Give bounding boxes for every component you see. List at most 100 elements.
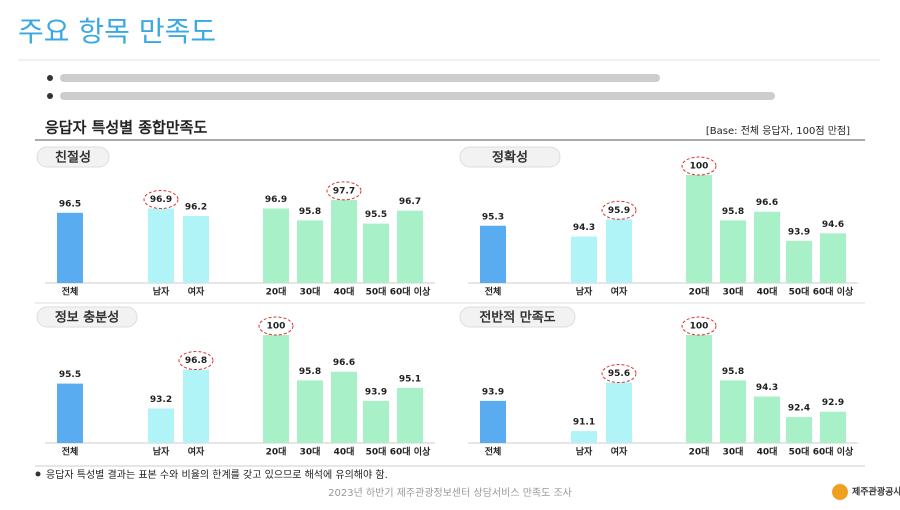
x-tick-label: 전체 bbox=[62, 286, 79, 298]
x-tick-label: 40대 bbox=[334, 446, 355, 458]
bar bbox=[363, 223, 389, 283]
chart-label: 정확성 bbox=[492, 150, 528, 166]
chart-label-box bbox=[459, 306, 576, 328]
value-label: 96.6 bbox=[756, 198, 778, 208]
value-label: 92.4 bbox=[788, 404, 810, 414]
x-tick-label: 전체 bbox=[485, 286, 502, 298]
highlight-circle bbox=[681, 156, 717, 176]
bar bbox=[786, 417, 812, 443]
highlight-circle bbox=[258, 316, 294, 336]
value-label: 96.7 bbox=[399, 197, 421, 207]
x-tick-label: 60대 이상 bbox=[813, 286, 854, 298]
value-label: 94.3 bbox=[573, 223, 595, 233]
x-tick-label: 60대 이상 bbox=[813, 446, 854, 458]
highlight-circle bbox=[326, 181, 362, 201]
x-tick-label: 60대 이상 bbox=[390, 286, 431, 298]
bar bbox=[720, 220, 746, 283]
value-label: 95.8 bbox=[722, 367, 744, 377]
x-tick-label: 40대 bbox=[757, 446, 778, 458]
x-tick-label: 60대 이상 bbox=[390, 446, 431, 458]
x-tick-label: 전체 bbox=[485, 446, 502, 458]
highlight-circle bbox=[143, 189, 179, 209]
x-tick-label: 20대 bbox=[266, 286, 287, 298]
bar bbox=[820, 411, 846, 443]
value-label: 93.9 bbox=[365, 387, 387, 397]
bar bbox=[480, 400, 506, 443]
x-tick-label: 여자 bbox=[611, 446, 628, 458]
value-label: 95.5 bbox=[59, 370, 81, 380]
bar bbox=[263, 208, 289, 283]
value-label: 93.2 bbox=[150, 395, 172, 405]
value-label: 100 bbox=[690, 322, 709, 332]
value-label: 91.1 bbox=[573, 418, 595, 428]
bullet bbox=[35, 471, 41, 477]
bar bbox=[820, 233, 846, 283]
x-tick-label: 50대 bbox=[366, 446, 387, 458]
chart-label-box bbox=[459, 146, 561, 168]
bar bbox=[148, 208, 174, 283]
value-label: 93.9 bbox=[788, 227, 810, 237]
bar bbox=[720, 380, 746, 443]
x-tick-label: 20대 bbox=[266, 446, 287, 458]
value-label: 95.5 bbox=[365, 210, 387, 220]
x-tick-label: 50대 bbox=[789, 286, 810, 298]
base-note: [Base: 전체 응답자, 100점 만점] bbox=[706, 125, 850, 137]
x-tick-label: 40대 bbox=[334, 286, 355, 298]
value-label: 96.8 bbox=[185, 356, 207, 366]
value-label: 95.1 bbox=[399, 374, 421, 384]
bar bbox=[263, 335, 289, 443]
bar bbox=[397, 387, 423, 443]
footnote: 응답자 특성별 결과는 표본 수와 비율의 한계를 갖고 있으므로 해석에 유의… bbox=[46, 468, 388, 481]
highlight-circle bbox=[178, 351, 214, 371]
bar bbox=[606, 219, 632, 283]
value-label: 95.8 bbox=[299, 367, 321, 377]
bar bbox=[606, 382, 632, 443]
x-tick-label: 30대 bbox=[723, 446, 744, 458]
footer: 2023년 하반기 제주관광정보센터 상담서비스 만족도 조사 bbox=[328, 486, 572, 499]
x-tick-label: 30대 bbox=[300, 286, 321, 298]
value-label: 94.6 bbox=[822, 220, 844, 230]
x-tick-label: 40대 bbox=[757, 286, 778, 298]
x-tick-label: 남자 bbox=[153, 446, 170, 458]
value-label: 96.6 bbox=[333, 358, 355, 368]
bar bbox=[363, 400, 389, 443]
bar bbox=[571, 236, 597, 283]
section-title: 응답자 특성별 종합만족도 bbox=[45, 119, 207, 137]
x-tick-label: 20대 bbox=[689, 446, 710, 458]
blurred-bullets bbox=[47, 74, 775, 100]
x-tick-label: 30대 bbox=[300, 446, 321, 458]
bar bbox=[686, 175, 712, 283]
bar bbox=[331, 199, 357, 283]
value-label: 93.9 bbox=[482, 387, 504, 397]
value-label: 95.8 bbox=[299, 207, 321, 217]
value-label: 96.5 bbox=[59, 199, 81, 209]
bar bbox=[754, 396, 780, 443]
x-tick-label: 30대 bbox=[723, 286, 744, 298]
bar bbox=[571, 431, 597, 443]
slide-title: 주요 항목 만족도 bbox=[18, 15, 216, 48]
bar bbox=[183, 369, 209, 443]
bar bbox=[148, 408, 174, 443]
x-tick-label: 전체 bbox=[62, 446, 79, 458]
bar bbox=[331, 371, 357, 443]
value-label: 100 bbox=[690, 162, 709, 172]
bar bbox=[297, 220, 323, 283]
x-tick-label: 여자 bbox=[188, 286, 205, 298]
chart-label: 친절성 bbox=[55, 151, 91, 166]
bar bbox=[297, 380, 323, 443]
value-label: 96.2 bbox=[185, 203, 207, 213]
x-tick-label: 남자 bbox=[576, 446, 593, 458]
value-label: 95.6 bbox=[608, 369, 630, 379]
x-tick-label: 남자 bbox=[576, 286, 593, 298]
value-label: 95.9 bbox=[608, 206, 630, 216]
bar bbox=[686, 335, 712, 443]
value-label: 95.8 bbox=[722, 207, 744, 217]
logo-icon bbox=[832, 484, 848, 500]
bar bbox=[754, 211, 780, 283]
bar bbox=[786, 240, 812, 283]
chart-label: 전반적 만족도 bbox=[479, 310, 555, 326]
x-tick-label: 50대 bbox=[366, 286, 387, 298]
value-label: 92.9 bbox=[822, 398, 844, 408]
bar bbox=[183, 216, 209, 283]
